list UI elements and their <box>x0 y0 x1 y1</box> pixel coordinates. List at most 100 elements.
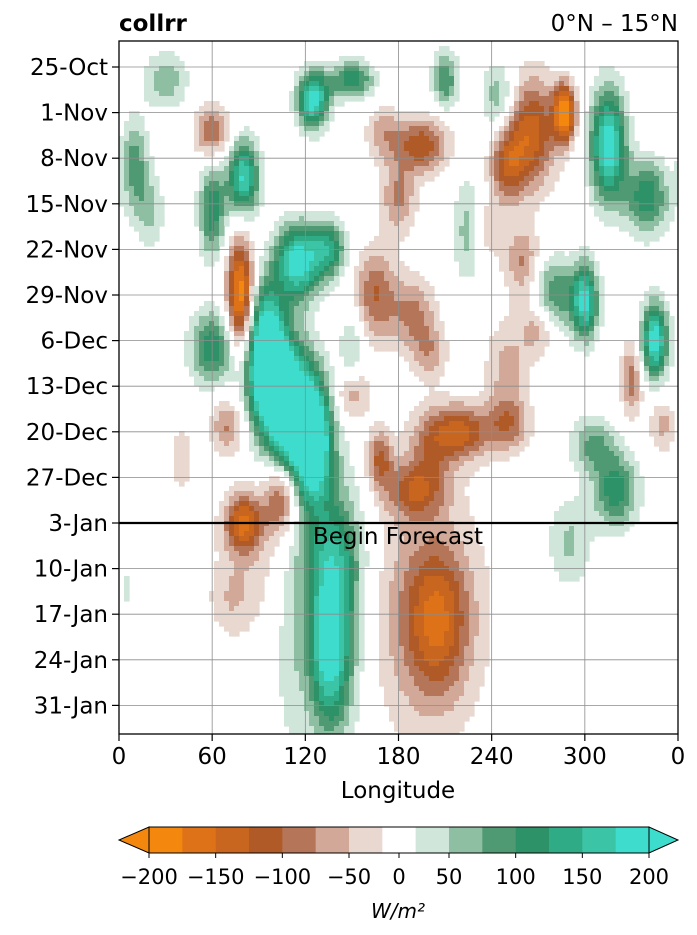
contour-cell <box>459 266 465 272</box>
contour-cell <box>339 91 345 97</box>
contour-cell <box>509 356 515 362</box>
contour-cell <box>424 121 430 127</box>
contour-cell <box>349 476 355 482</box>
contour-cell <box>669 206 675 212</box>
contour-cell <box>174 441 180 447</box>
contour-cell <box>279 221 285 227</box>
contour-cell <box>599 451 605 457</box>
contour-cell <box>554 151 560 157</box>
contour-cell <box>344 361 350 367</box>
contour-cell <box>464 271 470 277</box>
contour-cell <box>269 241 275 247</box>
contour-cell <box>229 276 235 282</box>
contour-cell <box>589 286 595 292</box>
contour-cell <box>234 246 240 252</box>
contour-cell <box>159 76 165 82</box>
contour-cell <box>194 376 200 382</box>
contour-cell <box>519 301 525 307</box>
contour-cell <box>319 476 325 482</box>
contour-cell <box>439 476 445 482</box>
contour-cell <box>514 436 520 442</box>
contour-cell <box>294 371 300 377</box>
contour-cell <box>149 206 155 212</box>
contour-cell <box>624 471 630 477</box>
contour-cell <box>399 281 405 287</box>
contour-cell <box>299 461 305 467</box>
contour-cell <box>639 191 645 197</box>
contour-cell <box>509 451 515 457</box>
contour-cell <box>289 221 295 227</box>
contour-cell <box>519 126 525 132</box>
contour-cell <box>119 136 125 142</box>
contour-cell <box>409 211 415 217</box>
contour-cell <box>304 256 310 262</box>
contour-cell <box>644 156 650 162</box>
contour-cell <box>269 331 275 337</box>
contour-cell <box>594 81 600 87</box>
contour-cell <box>194 111 200 117</box>
contour-cell <box>584 346 590 352</box>
contour-cell <box>404 266 410 272</box>
contour-cell <box>414 326 420 332</box>
contour-cell <box>514 421 520 427</box>
contour-cell <box>429 396 435 402</box>
contour-cell <box>514 441 520 447</box>
contour-cell <box>484 171 490 177</box>
contour-cell <box>469 416 475 422</box>
contour-cell <box>464 441 470 447</box>
contour-cell <box>294 336 300 342</box>
contour-cell <box>284 436 290 442</box>
contour-cell <box>519 431 525 437</box>
contour-cell <box>589 306 595 312</box>
contour-cell <box>559 326 565 332</box>
contour-cell <box>619 136 625 142</box>
contour-cell <box>239 306 245 312</box>
contour-cell <box>439 411 445 417</box>
contour-cell <box>619 176 625 182</box>
contour-cell <box>139 191 145 197</box>
contour-cell <box>469 256 475 262</box>
contour-cell <box>339 61 345 67</box>
contour-cell <box>269 321 275 327</box>
contour-cell <box>134 196 140 202</box>
contour-cell <box>529 181 535 187</box>
contour-cell <box>309 426 315 432</box>
contour-cell <box>629 451 635 457</box>
contour-cell <box>199 216 205 222</box>
contour-cell <box>339 96 345 102</box>
contour-cell <box>264 376 270 382</box>
contour-cell <box>219 346 225 352</box>
contour-cell <box>269 426 275 432</box>
contour-cell <box>664 406 670 412</box>
contour-cell <box>629 141 635 147</box>
contour-cell <box>594 196 600 202</box>
contour-cell <box>319 231 325 237</box>
contour-cell <box>274 276 280 282</box>
contour-cell <box>394 346 400 352</box>
contour-cell <box>384 131 390 137</box>
contour-cell <box>269 451 275 457</box>
contour-cell <box>664 216 670 222</box>
contour-cell <box>644 206 650 212</box>
contour-cell <box>554 76 560 82</box>
contour-cell <box>599 281 605 287</box>
contour-cell <box>339 56 345 62</box>
contour-cell <box>329 426 335 432</box>
contour-cell <box>259 411 265 417</box>
contour-cell <box>384 471 390 477</box>
contour-cell <box>374 281 380 287</box>
contour-cell <box>279 276 285 282</box>
contour-cell <box>639 351 645 357</box>
contour-cell <box>254 146 260 152</box>
contour-cell <box>204 146 210 152</box>
contour-cell <box>369 141 375 147</box>
contour-cell <box>439 81 445 87</box>
contour-cell <box>654 161 660 167</box>
contour-cell <box>289 336 295 342</box>
contour-cell <box>289 351 295 357</box>
contour-cell <box>289 276 295 282</box>
contour-cell <box>259 416 265 422</box>
contour-cell <box>384 241 390 247</box>
contour-cell <box>509 416 515 422</box>
contour-cell <box>229 296 235 302</box>
